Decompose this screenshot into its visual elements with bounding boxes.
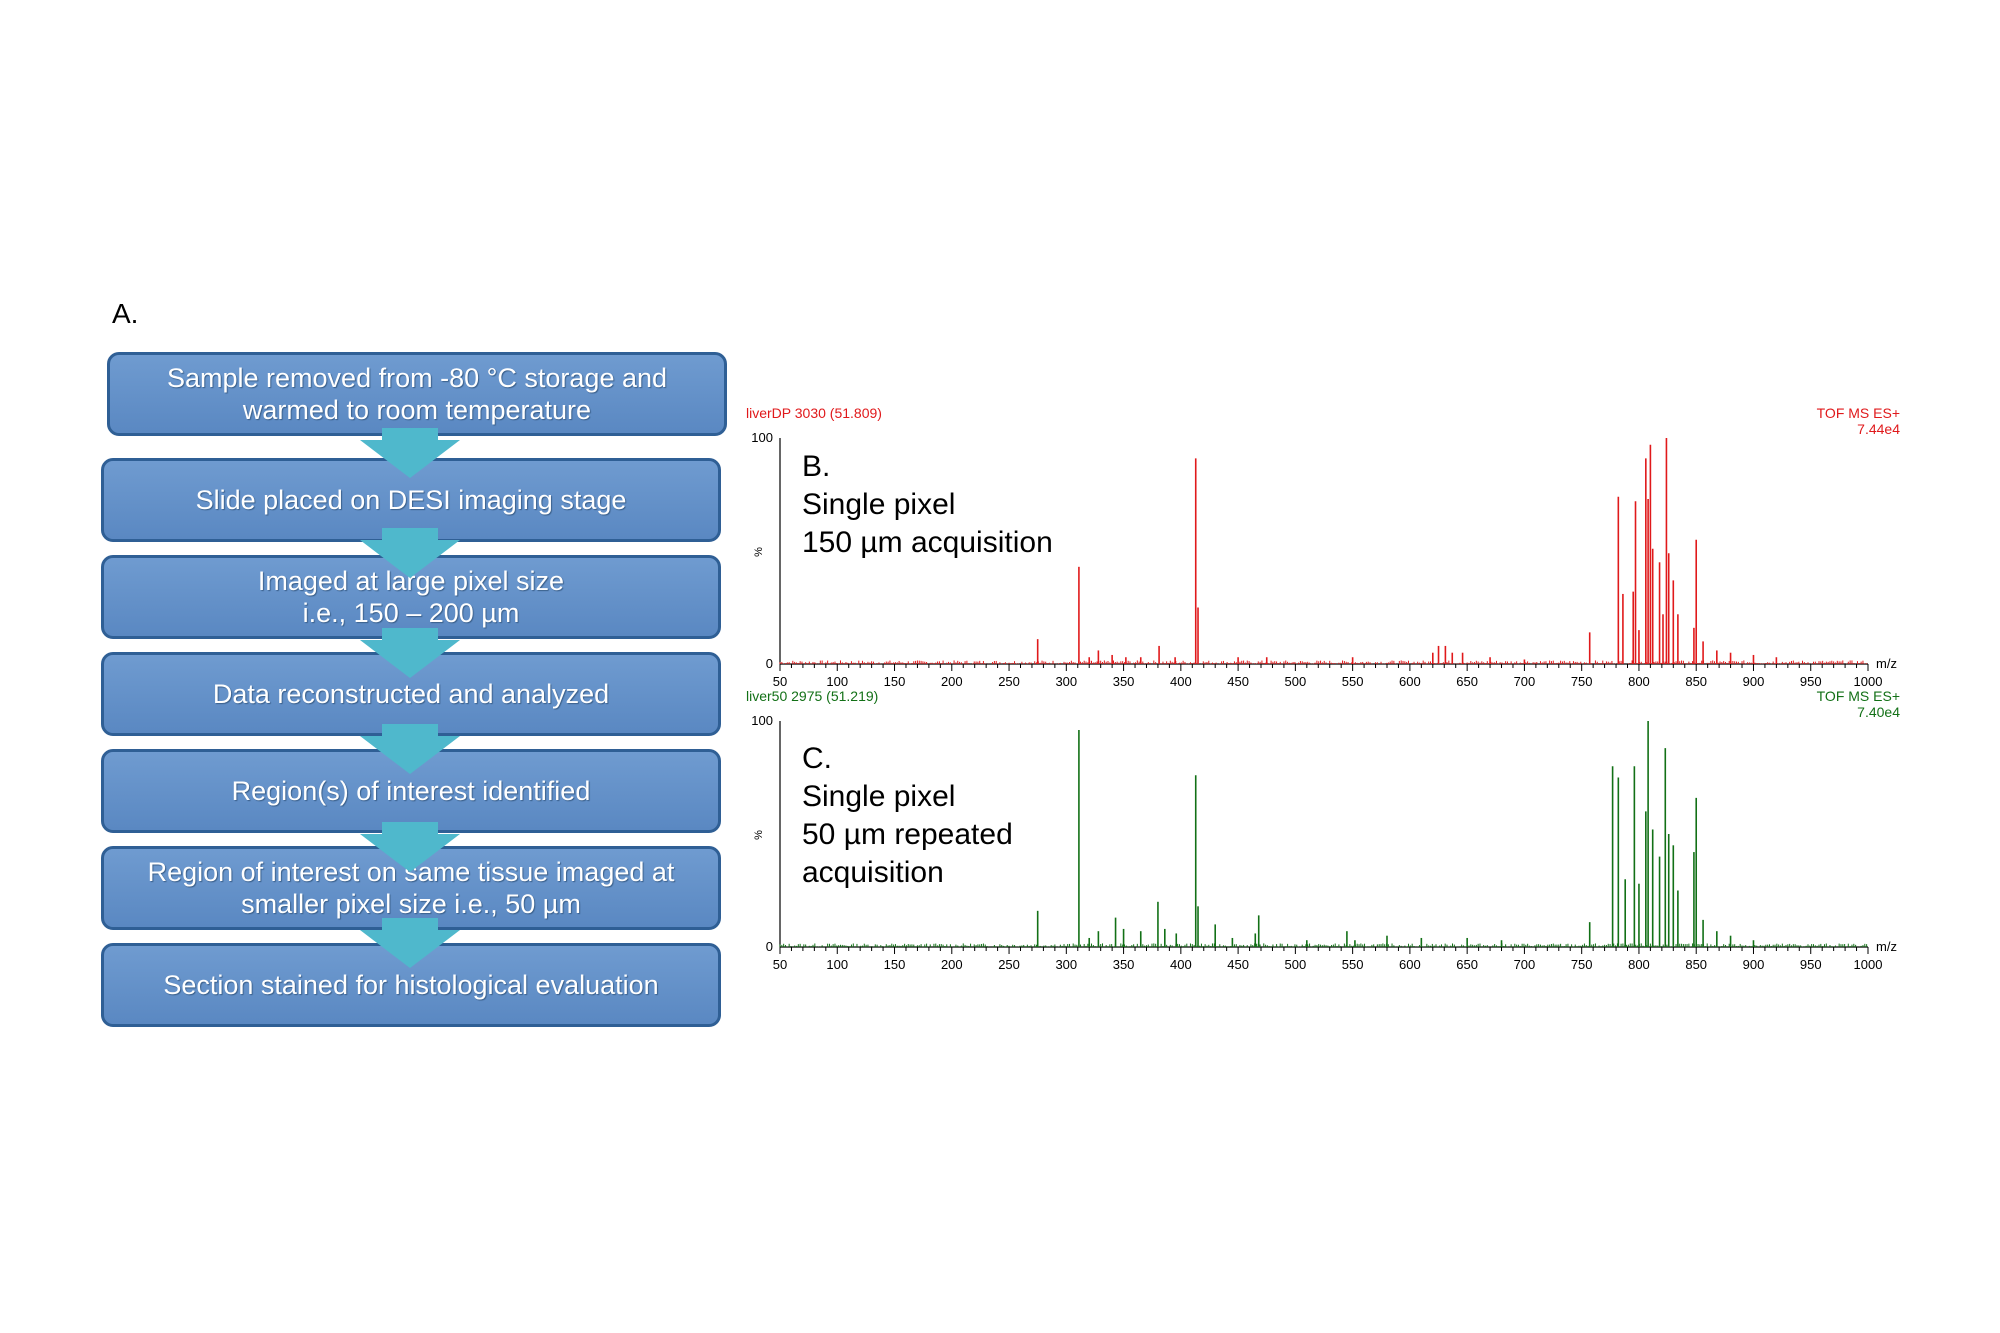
flow-step-sample-removed: Sample removed from -80 °C storage and w…: [107, 352, 727, 436]
panel-a-label: A.: [112, 298, 139, 329]
flow-step-text: Region of interest on same tissue imaged…: [147, 857, 675, 919]
flow-step-text: Slide placed on DESI imaging stage: [195, 485, 627, 515]
x-tick-label: 200: [941, 674, 963, 689]
x-tick-label: 250: [998, 957, 1020, 972]
x-tick-label: 150: [884, 674, 906, 689]
down-arrow-1: [360, 428, 460, 478]
x-tick-label: 300: [1055, 957, 1077, 972]
panel-c-label: C.: [802, 742, 832, 775]
x-tick-label: 900: [1743, 957, 1765, 972]
x-tick-label: 200: [941, 957, 963, 972]
flow-step-text: Section stained for histological evaluat…: [163, 970, 659, 1000]
panel-c-line2: 50 µm repeated: [802, 818, 1013, 851]
panel-c-line3: acquisition: [802, 856, 944, 889]
x-tick-label: 400: [1170, 674, 1192, 689]
x-tick-label: 800: [1628, 957, 1650, 972]
x-tick-label: 600: [1399, 957, 1421, 972]
x-tick-label: 500: [1285, 674, 1307, 689]
spectrum-c-chart: liver50 2975 (51.219) TOF MS ES+ 7.40e4 …: [746, 688, 1900, 972]
y-axis-label: %: [753, 547, 765, 557]
x-tick-label: 950: [1800, 957, 1822, 972]
spectrum-b-label: B. Single pixel 150 µm acquisition: [802, 448, 1053, 562]
x-tick-label: 650: [1456, 674, 1478, 689]
panel-b-label: B.: [802, 450, 831, 483]
down-arrow-6: [360, 918, 460, 968]
x-tick-label: 750: [1571, 674, 1593, 689]
x-tick-label: 850: [1685, 674, 1707, 689]
y-tick-label-max: 100: [751, 430, 773, 445]
x-tick-label: 950: [1800, 674, 1822, 689]
x-tick-label: 900: [1743, 674, 1765, 689]
spectrum-title-left: liver50 2975 (51.219): [746, 688, 878, 704]
down-arrow-3: [360, 628, 460, 678]
spectrum-peaks: [779, 721, 1868, 947]
x-tick-label: 600: [1399, 674, 1421, 689]
x-tick-label: 400: [1170, 957, 1192, 972]
x-tick-label: 50: [773, 674, 787, 689]
spectrum-intensity: 7.44e4: [1857, 421, 1900, 437]
flow-step-text: Imaged at large pixel size i.e., 150 – 2…: [257, 566, 565, 628]
x-ticks: 50 100 150 200 250 300 350 400 450 500 550 600 650 70…: [773, 947, 1883, 972]
x-tick-label: 50: [773, 957, 787, 972]
flow-step-text: Region(s) of interest identified: [231, 776, 591, 806]
x-tick-label: 800: [1628, 674, 1650, 689]
spectrum-title-right: TOF MS ES+: [1817, 405, 1900, 421]
down-arrow-4: [360, 724, 460, 774]
x-tick-label: 150: [884, 957, 906, 972]
x-tick-label: 700: [1514, 957, 1536, 972]
x-tick-label: 450: [1227, 674, 1249, 689]
x-tick-label: 100: [826, 674, 848, 689]
x-tick-label: 1000: [1854, 674, 1883, 689]
down-arrow-2: [360, 528, 460, 578]
x-tick-label: 550: [1342, 674, 1364, 689]
y-tick-label-min: 0: [766, 656, 773, 671]
spectrum-title-right: TOF MS ES+: [1817, 688, 1900, 704]
flow-step-text: Sample removed from -80 °C storage and w…: [166, 363, 668, 425]
down-arrow-5: [360, 822, 460, 872]
x-tick-label: 700: [1514, 674, 1536, 689]
flow-step-text: Data reconstructed and analyzed: [212, 679, 610, 709]
x-ticks: 50 100 150 200 250 300 350 400 450 500 550 600 650 70…: [773, 664, 1883, 689]
x-tick-label: 350: [1113, 957, 1135, 972]
y-tick-label-max: 100: [751, 713, 773, 728]
panel-c-line1: Single pixel: [802, 780, 956, 813]
y-tick-label-min: 0: [766, 939, 773, 954]
panel-b-line2: 150 µm acquisition: [802, 526, 1053, 559]
x-axis-label: m/z: [1876, 656, 1897, 671]
x-tick-label: 300: [1055, 674, 1077, 689]
spectrum-intensity: 7.40e4: [1857, 704, 1900, 720]
spectrum-c-label: C. Single pixel 50 µm repeated acquisiti…: [802, 740, 1013, 892]
x-tick-label: 100: [826, 957, 848, 972]
x-tick-label: 550: [1342, 957, 1364, 972]
x-axis-label: m/z: [1876, 939, 1897, 954]
y-axis-label: %: [753, 830, 765, 840]
x-tick-label: 750: [1571, 957, 1593, 972]
x-tick-label: 1000: [1854, 957, 1883, 972]
x-tick-label: 250: [998, 674, 1020, 689]
x-tick-label: 650: [1456, 957, 1478, 972]
x-tick-label: 450: [1227, 957, 1249, 972]
x-tick-label: 500: [1285, 957, 1307, 972]
panel-b-line1: Single pixel: [802, 488, 956, 521]
spectrum-title-left: liverDP 3030 (51.809): [746, 405, 882, 421]
spectrum-b-chart: liverDP 3030 (51.809) TOF MS ES+ 7.44e4 …: [746, 405, 1900, 689]
x-tick-label: 350: [1113, 674, 1135, 689]
spectrum-peaks: [779, 438, 1868, 664]
x-tick-label: 850: [1685, 957, 1707, 972]
